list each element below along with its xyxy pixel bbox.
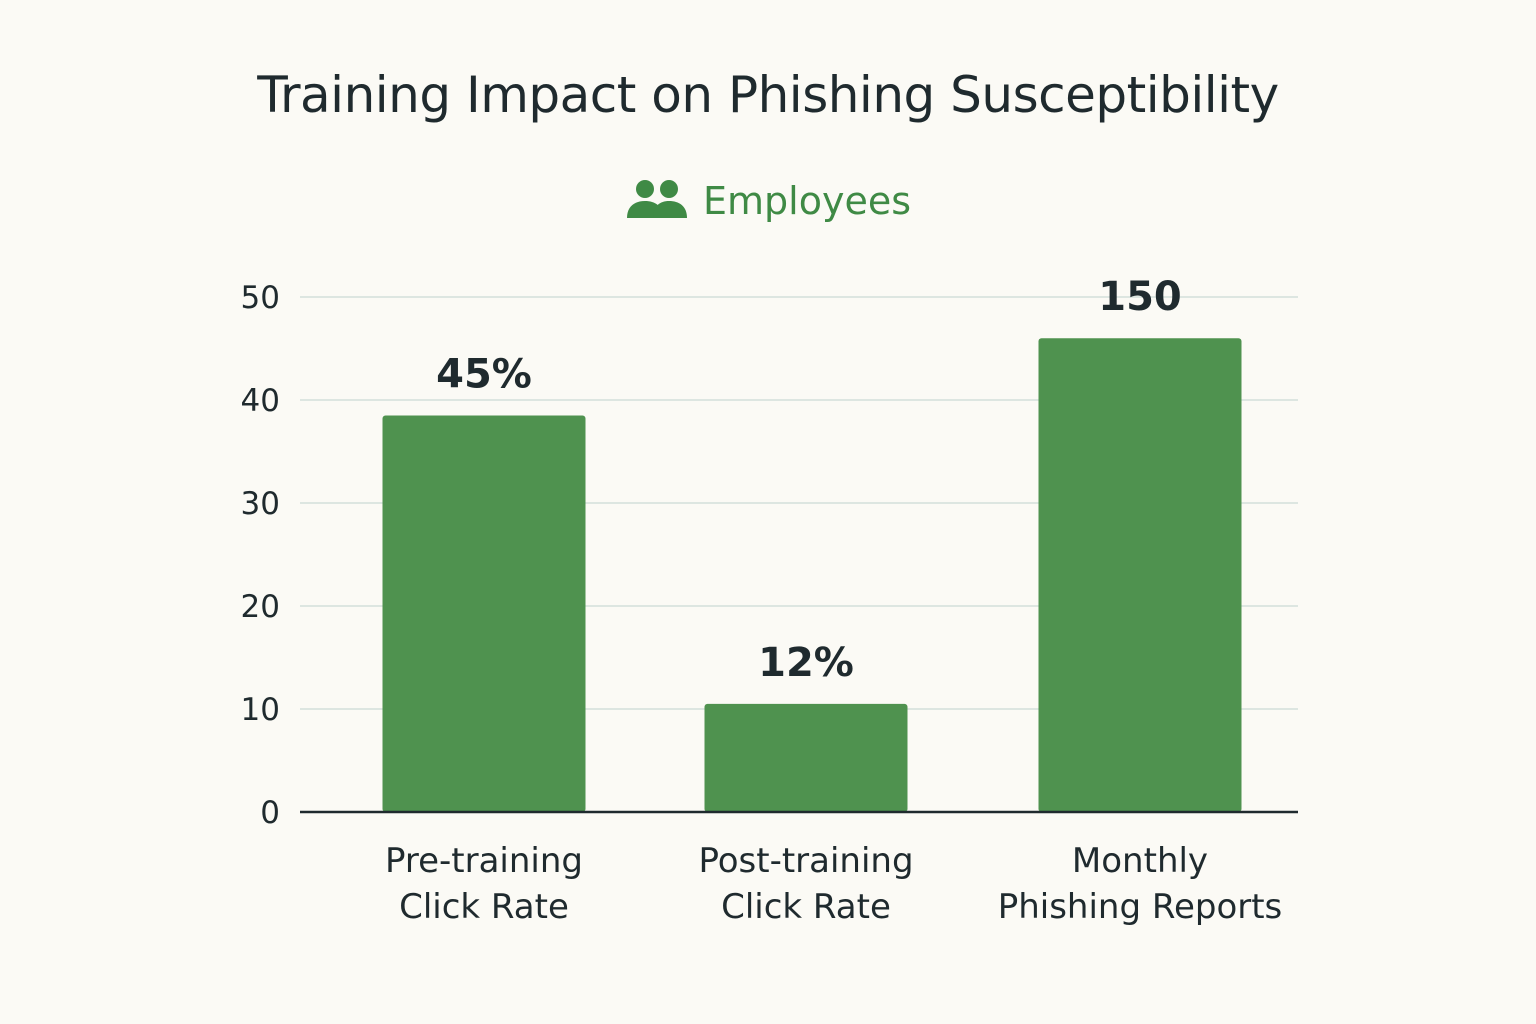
- y-tick-label: 0: [260, 795, 280, 831]
- y-tick-label: 40: [241, 383, 280, 419]
- category-label: Monthly: [1072, 841, 1208, 881]
- category-label: Click Rate: [721, 887, 891, 927]
- y-tick-label: 10: [241, 692, 280, 728]
- data-label: 45%: [436, 351, 532, 397]
- y-tick-label: 50: [241, 280, 280, 316]
- bar: [704, 703, 908, 812]
- category-label: Click Rate: [399, 887, 569, 927]
- bar: [1038, 338, 1242, 812]
- y-tick-label: 20: [241, 589, 280, 625]
- category-label: Phishing Reports: [998, 887, 1283, 927]
- legend: Employees: [0, 178, 1536, 224]
- data-label: 150: [1098, 274, 1182, 320]
- data-label: 12%: [758, 640, 854, 686]
- legend-label: Employees: [703, 179, 911, 223]
- category-label: Pre-training: [385, 841, 583, 881]
- bar: [382, 415, 586, 812]
- y-tick-label: 30: [241, 486, 280, 522]
- chart-title: Training Impact on Phishing Susceptibili…: [257, 66, 1279, 124]
- category-label: Post-training: [698, 841, 913, 881]
- people-icon: [625, 178, 689, 224]
